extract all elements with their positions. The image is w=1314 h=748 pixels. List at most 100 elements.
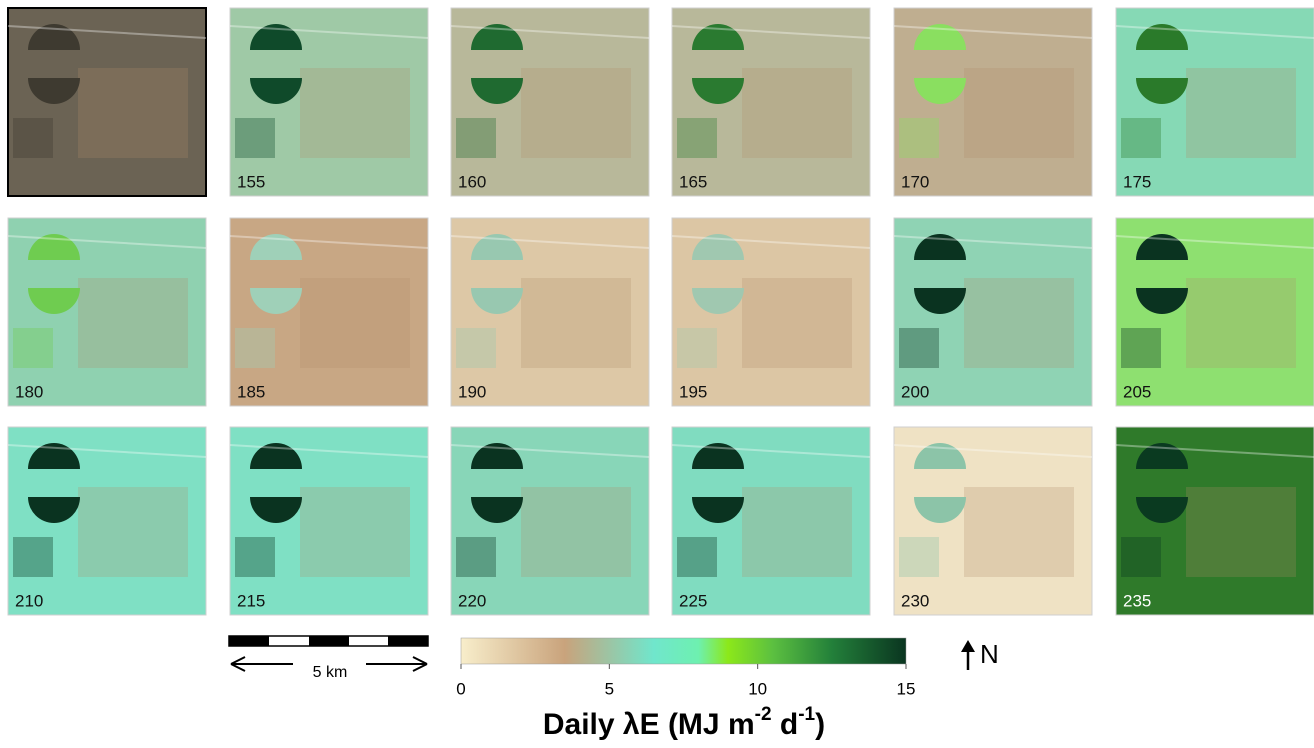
pivot-field <box>692 288 744 314</box>
pivot-field <box>250 497 302 523</box>
pivot-field <box>471 234 523 260</box>
panel-label: 195 <box>679 382 707 401</box>
map-panel: 205 <box>1115 217 1314 407</box>
pivot-field <box>250 24 302 50</box>
road <box>1115 25 1314 39</box>
map-panel: 190 <box>450 217 650 407</box>
scale-arrow-head <box>230 656 246 672</box>
pivot-field <box>28 78 80 104</box>
map-panel: 180 <box>7 217 207 407</box>
pivot-field <box>914 234 966 260</box>
map-panel: 210 <box>7 426 207 616</box>
colorbar-title: Daily λE (MJ m-2 d-1) <box>543 704 825 741</box>
pivot-field <box>692 78 744 104</box>
pivot-field <box>1136 288 1188 314</box>
road <box>450 25 650 39</box>
panel-label: 175 <box>1123 172 1151 191</box>
field-patch <box>899 118 939 158</box>
pivot-field <box>914 497 966 523</box>
map-panel: 185 <box>229 217 429 407</box>
field-patch <box>677 537 717 577</box>
pivot-field <box>471 443 523 469</box>
scale-arrow-head <box>412 656 428 672</box>
map-panel: 155 <box>229 7 429 197</box>
scale-bar-segment <box>309 636 349 646</box>
north-arrow-head <box>961 640 975 652</box>
pivot-field <box>914 443 966 469</box>
field-patch <box>521 487 631 577</box>
field-patch <box>456 537 496 577</box>
field-patch <box>300 68 410 158</box>
road <box>893 444 1093 458</box>
field-patch <box>235 537 275 577</box>
pivot-field <box>692 443 744 469</box>
title-superscript: -1 <box>798 704 815 725</box>
field-patch <box>1121 537 1161 577</box>
panel-label: 205 <box>1123 382 1151 401</box>
field-patch <box>964 68 1074 158</box>
panel-label: 220 <box>458 591 486 610</box>
colorbar-tick-label: 10 <box>748 679 767 698</box>
pivot-field <box>250 234 302 260</box>
field-patch <box>78 68 188 158</box>
field-patch <box>964 487 1074 577</box>
north-arrow: N <box>961 639 999 670</box>
road <box>1115 235 1314 249</box>
pivot-field <box>1136 443 1188 469</box>
field-patch <box>521 68 631 158</box>
pivot-field <box>914 24 966 50</box>
panel-label: 165 <box>679 172 707 191</box>
field-patch <box>1186 278 1296 368</box>
pivot-field <box>471 288 523 314</box>
map-panel: 230 <box>893 426 1093 616</box>
pivot-field <box>28 497 80 523</box>
road <box>7 25 207 39</box>
pivot-field <box>692 497 744 523</box>
colorbar-tick-label: 0 <box>456 679 465 698</box>
field-patch <box>456 328 496 368</box>
road <box>450 444 650 458</box>
map-panel: 160 <box>450 7 650 197</box>
panel-label: 155 <box>237 172 265 191</box>
field-patch <box>13 328 53 368</box>
field-patch <box>677 118 717 158</box>
panel-label: 230 <box>901 591 929 610</box>
map-panel: 225 <box>671 426 871 616</box>
map-panel: 220 <box>450 426 650 616</box>
panel-label: 225 <box>679 591 707 610</box>
field-patch <box>1186 487 1296 577</box>
pivot-field <box>914 78 966 104</box>
pivot-field <box>692 24 744 50</box>
field-patch <box>899 328 939 368</box>
panel-label: 180 <box>15 382 43 401</box>
pivot-field <box>28 234 80 260</box>
pivot-field <box>28 288 80 314</box>
pivot-field <box>1136 234 1188 260</box>
panel-label: 210 <box>15 591 43 610</box>
road <box>229 25 429 39</box>
title-superscript: -2 <box>755 704 772 725</box>
north-label: N <box>980 639 999 669</box>
field-patch <box>235 328 275 368</box>
panel-label: 190 <box>458 382 486 401</box>
pivot-field <box>28 443 80 469</box>
map-panel: 200 <box>893 217 1093 407</box>
field-patch <box>78 487 188 577</box>
colorbar-tick-label: 15 <box>897 679 916 698</box>
field-patch <box>235 118 275 158</box>
road <box>7 444 207 458</box>
field-patch <box>964 278 1074 368</box>
panel-label: 160 <box>458 172 486 191</box>
map-panel: 170 <box>893 7 1093 197</box>
pivot-field <box>1136 497 1188 523</box>
field-patch <box>1121 118 1161 158</box>
field-patch <box>742 278 852 368</box>
map-panel: 165 <box>671 7 871 197</box>
field-patch <box>742 68 852 158</box>
panel-label: 215 <box>237 591 265 610</box>
pivot-field <box>471 24 523 50</box>
title-part: ) <box>815 708 825 741</box>
road <box>893 25 1093 39</box>
field-patch <box>13 537 53 577</box>
